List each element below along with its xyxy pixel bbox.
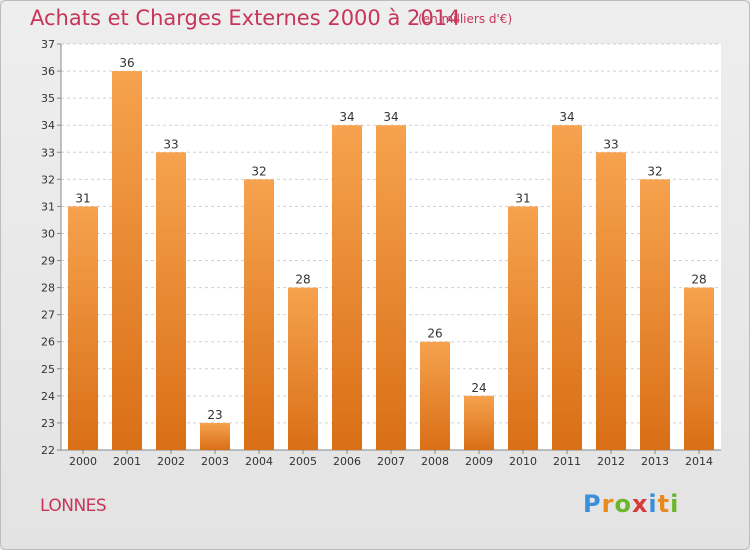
bar-value-label: 36 (119, 56, 134, 70)
y-tick-label: 36 (41, 65, 55, 78)
y-tick-label: 27 (41, 309, 55, 322)
x-tick-label: 2007 (377, 455, 405, 468)
bar (508, 206, 538, 450)
x-tick-label: 2009 (465, 455, 493, 468)
bar (68, 206, 98, 450)
logo-letter: r (601, 490, 615, 518)
bar (464, 395, 494, 450)
bar-value-label: 31 (75, 191, 90, 205)
bar (332, 125, 362, 450)
y-tick-label: 34 (41, 119, 55, 132)
bar (244, 179, 274, 451)
bar (640, 179, 670, 451)
bar (596, 152, 626, 450)
y-tick-label: 37 (41, 38, 55, 51)
bar-value-label: 32 (251, 164, 266, 178)
x-tick-label: 2008 (421, 455, 449, 468)
x-tick-label: 2011 (553, 455, 581, 468)
bar-value-label: 23 (207, 408, 222, 422)
x-tick-label: 2005 (289, 455, 317, 468)
bar-value-label: 34 (339, 110, 354, 124)
logo-letter: i (648, 490, 658, 518)
x-tick-label: 2003 (201, 455, 229, 468)
y-tick-label: 30 (41, 227, 55, 240)
proxiti-logo: Proxiti (583, 490, 679, 518)
x-tick-label: 2010 (509, 455, 537, 468)
y-tick-label: 32 (41, 173, 55, 186)
bar-value-label: 34 (559, 110, 574, 124)
y-tick-label: 25 (41, 363, 55, 376)
bar (200, 422, 230, 450)
x-tick-label: 2014 (685, 455, 713, 468)
logo-letter: x (631, 490, 649, 518)
location-label: LONNES (40, 496, 107, 516)
bar (420, 341, 450, 450)
bar-value-label: 32 (647, 164, 662, 178)
y-tick-label: 26 (41, 336, 55, 349)
bar-value-label: 34 (383, 110, 398, 124)
logo-letter: i (670, 490, 680, 518)
bar-value-label: 24 (471, 381, 486, 395)
logo-letter: t (657, 490, 671, 518)
bar (684, 287, 714, 450)
y-tick-label: 35 (41, 92, 55, 105)
bar (552, 125, 582, 450)
bar-value-label: 33 (603, 137, 618, 151)
bar-value-label: 33 (163, 137, 178, 151)
bar-value-label: 31 (515, 191, 530, 205)
bar-value-label: 26 (427, 327, 442, 341)
y-tick-label: 29 (41, 255, 55, 268)
bar (376, 125, 406, 450)
bar-value-label: 28 (295, 273, 310, 287)
x-tick-label: 2012 (597, 455, 625, 468)
chart-title: Achats et Charges Externes 2000 à 2014 (30, 6, 461, 30)
x-tick-label: 2006 (333, 455, 361, 468)
logo-letter: o (614, 490, 632, 518)
chart-subtitle: (en milliers d'€) (418, 12, 513, 26)
logo-letter: P (583, 490, 602, 518)
x-tick-label: 2000 (69, 455, 97, 468)
x-tick-label: 2001 (113, 455, 141, 468)
x-tick-label: 2004 (245, 455, 273, 468)
x-tick-label: 2013 (641, 455, 669, 468)
y-tick-label: 28 (41, 282, 55, 295)
y-tick-label: 31 (41, 200, 55, 213)
y-tick-label: 23 (41, 417, 55, 430)
x-tick-label: 2002 (157, 455, 185, 468)
y-tick-label: 22 (41, 444, 55, 457)
bar (288, 287, 318, 450)
bar-value-label: 28 (691, 273, 706, 287)
y-tick-label: 33 (41, 146, 55, 159)
y-tick-label: 24 (41, 390, 55, 403)
bar (156, 152, 186, 450)
bar (112, 71, 142, 451)
